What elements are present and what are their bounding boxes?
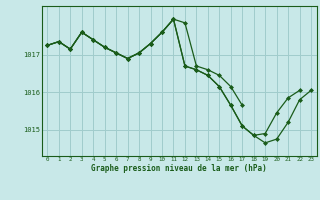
X-axis label: Graphe pression niveau de la mer (hPa): Graphe pression niveau de la mer (hPa) — [91, 164, 267, 173]
